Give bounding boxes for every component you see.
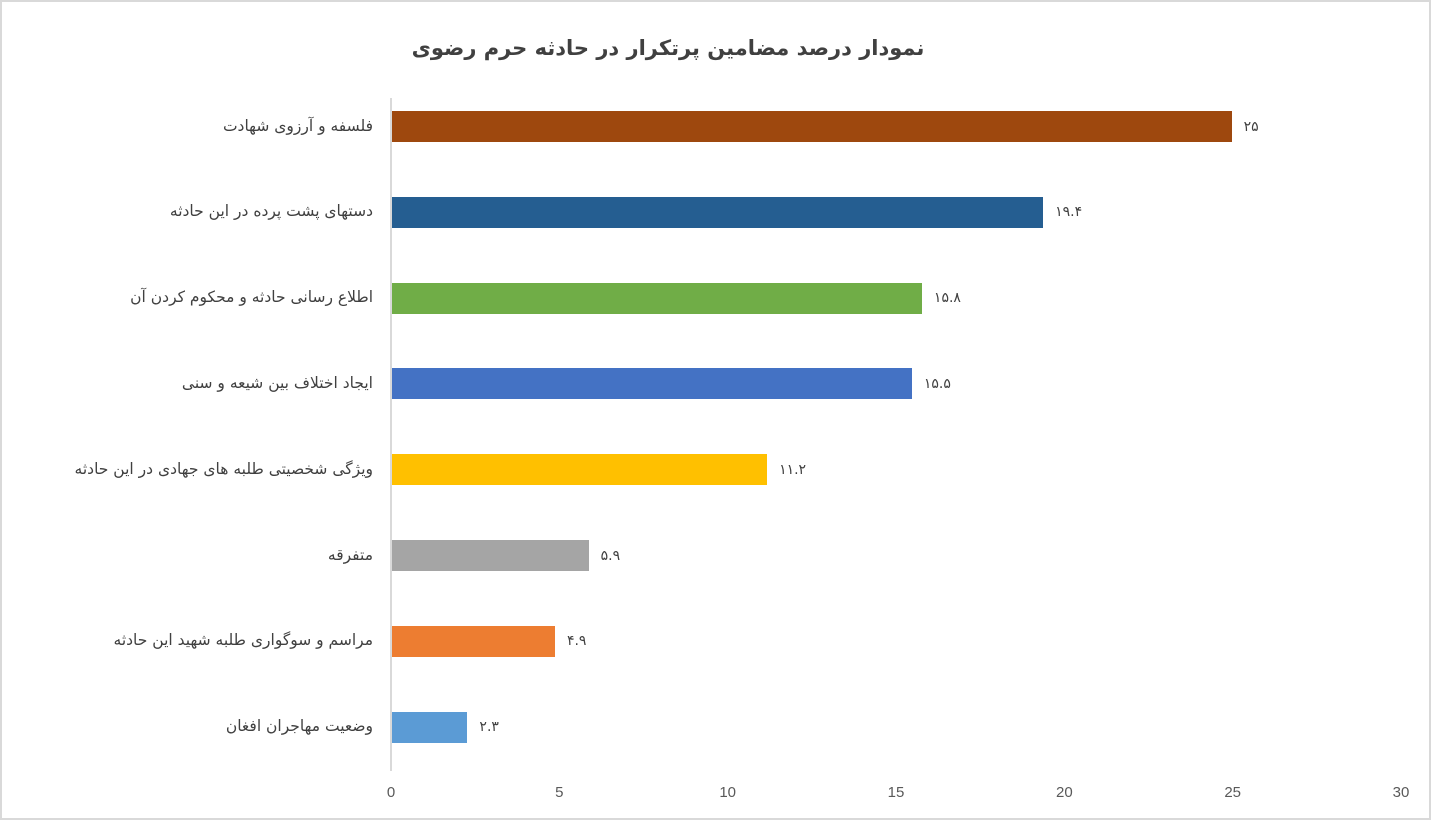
x-tick-label: 15 [887,784,905,801]
data-label: ۱۵.۵ [923,375,951,392]
data-label: ۵.۹ [600,547,621,564]
bar [392,282,922,314]
bar [392,368,912,400]
bar [392,540,589,571]
data-label: ۱۱.۲ [779,461,807,478]
data-label: ۲۵ [1243,118,1259,135]
category-label: وضعیت مهاجران افغان [225,717,373,736]
category-label: ایجاد اختلاف بین شیعه و سنی [181,373,373,392]
bar [392,196,1044,228]
x-tick-label: 10 [719,784,736,801]
category-label: اطلاع رسانی حادثه و محکوم کردن آن [130,288,373,307]
category-label: فلسفه و آرزوی شهادت [222,116,373,135]
bar [392,454,768,486]
bar [392,711,468,743]
data-label: ۱۹.۴ [1055,204,1083,221]
category-label: مراسم و سوگواری طلبه شهید این حادثه [113,631,373,650]
bar [392,625,555,657]
category-label: متفرقه [327,545,373,564]
category-axis-line [390,98,392,771]
data-label: ۲.۳ [479,719,499,736]
x-tick-label: 25 [1224,784,1241,801]
x-tick-label: 0 [386,784,396,801]
x-tick-label: 30 [1392,784,1410,801]
x-tick-label: 20 [1055,784,1073,801]
data-label: ۱۵.۸ [933,290,961,307]
bar [392,111,1232,142]
category-label: دستهای پشت پرده در این حادثه [169,202,373,221]
chart-title: نمودار درصد مضامین پرتکرار در حادثه حرم … [411,36,925,60]
category-label: ویژگی شخصیتی طلبه های جهادی در این حادثه [74,459,373,478]
data-label: ۴.۹ [566,633,587,650]
x-tick-label: 5 [555,784,564,801]
